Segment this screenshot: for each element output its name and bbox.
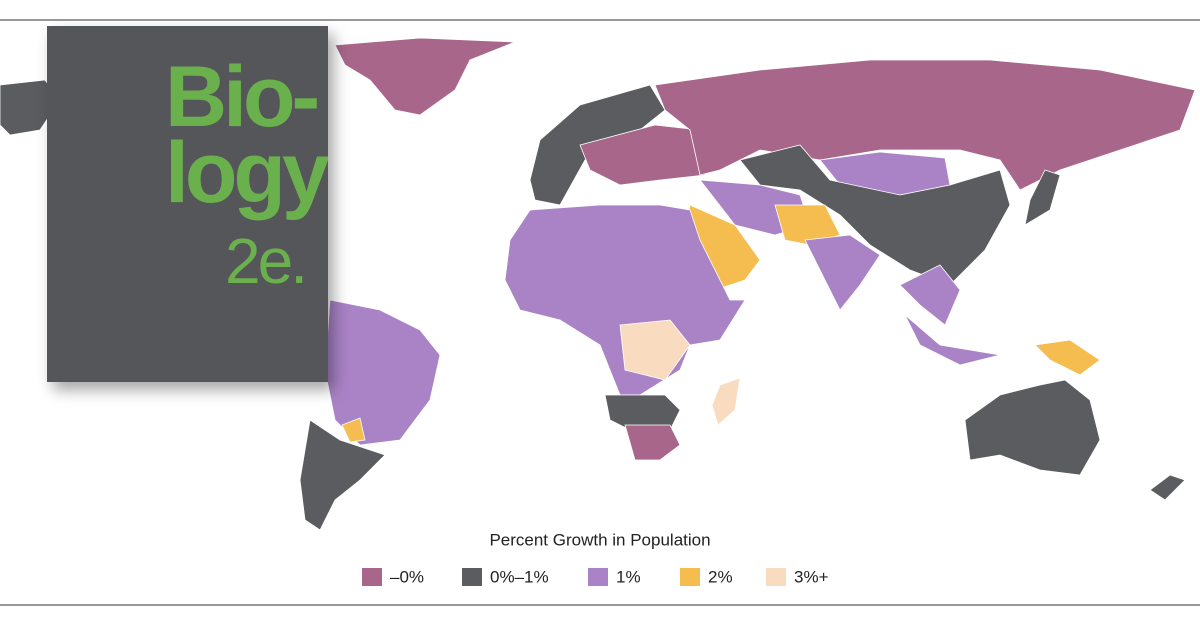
legend-swatch bbox=[462, 568, 482, 586]
indonesia bbox=[904, 314, 1001, 366]
south-america bbox=[324, 299, 441, 446]
regions bbox=[0, 37, 1196, 531]
legend-label: 0%–1% bbox=[490, 567, 549, 586]
legend-swatch bbox=[362, 568, 382, 586]
russia bbox=[654, 59, 1196, 191]
legend-swatch bbox=[680, 568, 700, 586]
eastern-europe bbox=[579, 124, 706, 186]
southeast-asia bbox=[899, 264, 961, 326]
cover-edition: 2e. bbox=[225, 225, 308, 297]
cover-title: logy bbox=[165, 125, 328, 221]
legend-label: 2% bbox=[708, 567, 733, 586]
legend-label: –0% bbox=[390, 567, 424, 586]
legend-label: 1% bbox=[616, 567, 641, 586]
australia bbox=[964, 379, 1101, 476]
greenland bbox=[334, 37, 516, 116]
new-guinea bbox=[1034, 339, 1101, 376]
southern-cone bbox=[299, 419, 386, 531]
book-cover: Bio- logy 2e. bbox=[47, 26, 328, 382]
legend: –0% 0%–1% 1% 2% 3%+ bbox=[362, 567, 829, 586]
central-africa bbox=[619, 319, 691, 381]
china bbox=[739, 144, 1011, 286]
north-america bbox=[0, 79, 61, 136]
india bbox=[804, 234, 881, 311]
legend-label: 3%+ bbox=[794, 567, 829, 586]
south-africa bbox=[624, 424, 681, 461]
new-zealand bbox=[1149, 474, 1186, 501]
southern-africa-north bbox=[604, 394, 681, 431]
legend-swatch bbox=[588, 568, 608, 586]
cover-title: Bio- bbox=[165, 49, 320, 145]
legend-title: Percent Growth in Population bbox=[489, 530, 710, 549]
legend-swatch bbox=[766, 568, 786, 586]
japan bbox=[1024, 169, 1061, 226]
paraguay bbox=[341, 417, 366, 443]
madagascar bbox=[711, 377, 741, 426]
